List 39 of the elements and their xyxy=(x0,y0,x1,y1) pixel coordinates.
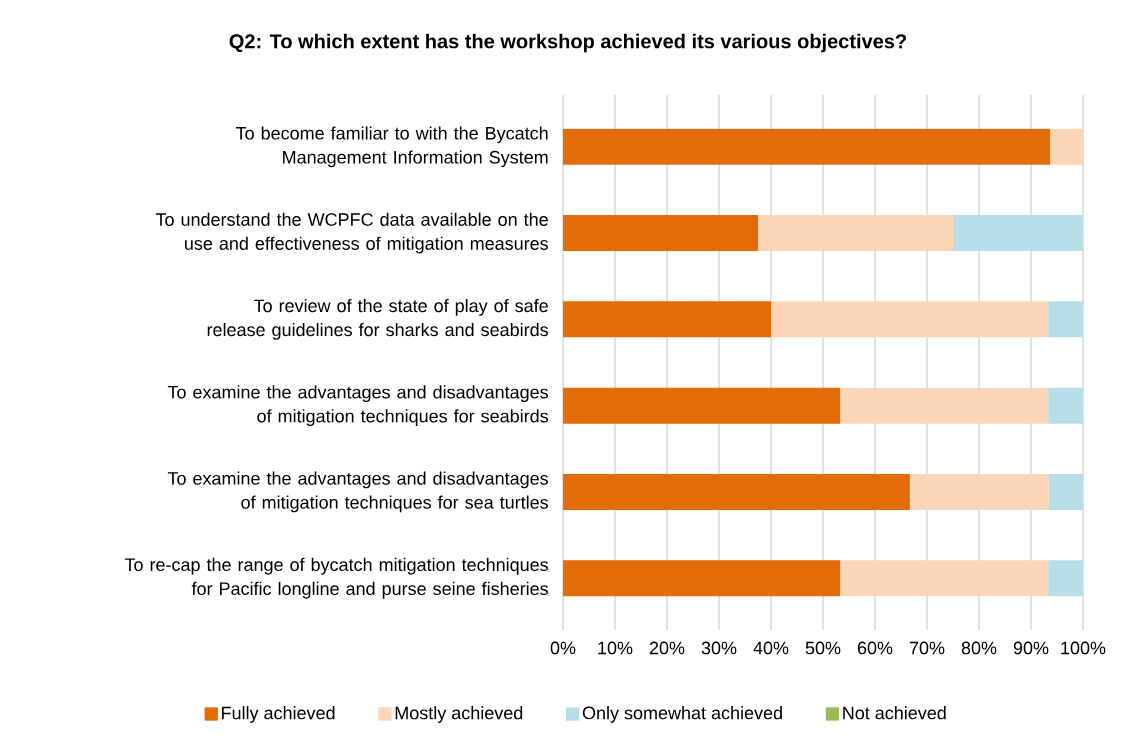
bar xyxy=(953,215,1083,252)
y-tick-label: To review of the state of play of safe release guidelines for sharks and seabirds xyxy=(207,298,548,340)
bar xyxy=(563,387,841,424)
x-tick-label: 0% xyxy=(550,641,576,655)
y-tick-label: To understand the WCPFC data available on the use and effectiveness of mitigation measures xyxy=(155,212,549,254)
x-tick-label: 60% xyxy=(857,641,893,655)
bar xyxy=(1048,560,1083,597)
y-tick-label: To examine the advantages and disadvantages of mitigation techniques for sea turtles xyxy=(167,471,549,513)
bar xyxy=(1050,128,1083,165)
x-tick-label: 10% xyxy=(598,641,633,655)
bar xyxy=(563,473,910,510)
bar xyxy=(1048,301,1083,338)
y-tick-label: To become familiar to with the Bycatch Management Information System xyxy=(236,126,548,168)
bar xyxy=(563,560,841,597)
bar xyxy=(563,128,1051,165)
legend-label: Mostly achieved xyxy=(395,706,523,723)
legend-label: Not achieved xyxy=(843,706,946,720)
x-tick-label: 80% xyxy=(961,641,997,655)
x-tick-label: 100% xyxy=(1061,641,1106,655)
x-tick-label: 70% xyxy=(909,641,945,655)
bar xyxy=(840,560,1049,597)
chart-title: Q2: To which extent has the workshop achieved its various objectives? xyxy=(229,33,906,53)
x-tick-label: 90% xyxy=(1013,641,1049,655)
legend-label: Only somewhat achieved xyxy=(582,706,782,723)
bar xyxy=(1048,473,1083,510)
legend-label: Fully achieved xyxy=(222,706,335,723)
y-tick-label: To examine the advantages and disadvantages of mitigation techniques for seabirds xyxy=(167,385,549,427)
bar xyxy=(1048,387,1083,424)
bar xyxy=(771,301,1049,338)
bar xyxy=(909,473,1049,510)
bar xyxy=(758,215,953,252)
x-tick-label: 20% xyxy=(649,641,685,655)
bar xyxy=(563,215,758,252)
bar xyxy=(563,301,771,338)
y-tick-label: To re-cap the range of bycatch mitigation techniques for Pacific longline and purse seine fisheries xyxy=(124,557,549,599)
x-tick-label: 30% xyxy=(701,641,737,655)
x-tick-label: 40% xyxy=(753,641,789,655)
x-tick-label: 50% xyxy=(805,641,841,655)
bar xyxy=(840,387,1049,424)
